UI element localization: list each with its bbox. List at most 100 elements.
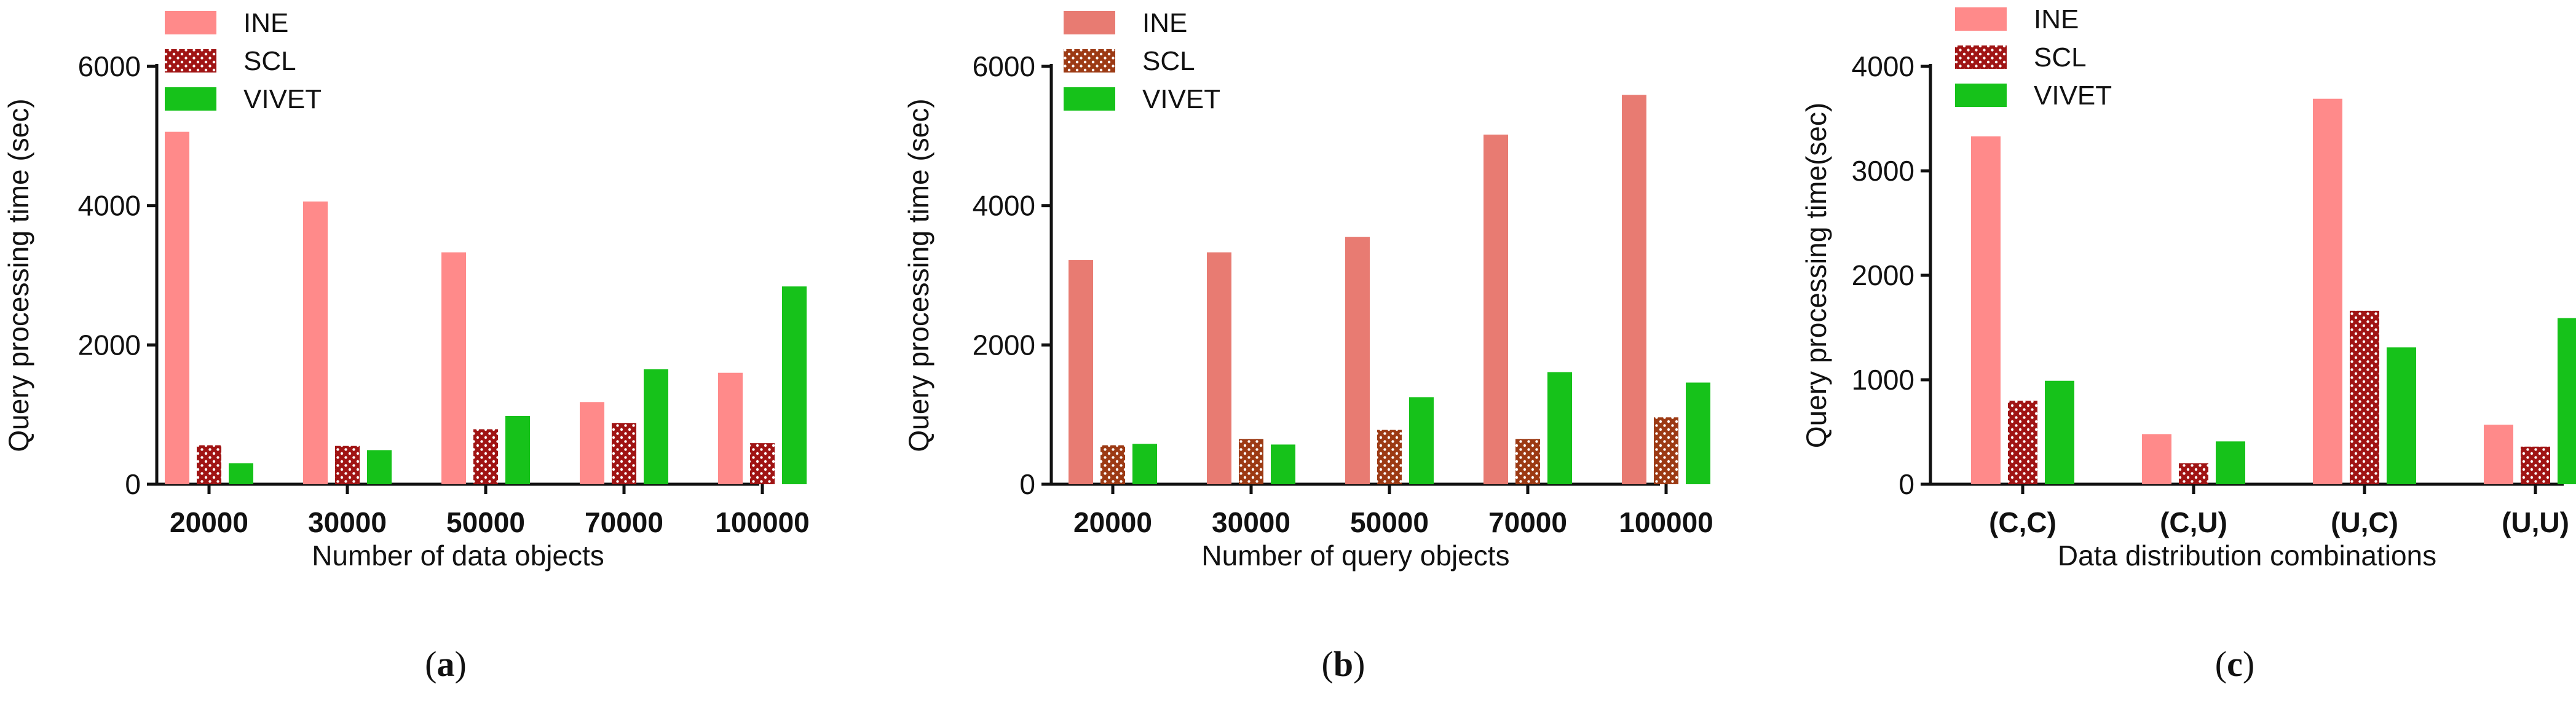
x-tick-label: 20000	[170, 506, 248, 538]
legend-swatch-vivet	[165, 87, 216, 111]
legend-label-vivet: VIVET	[243, 84, 322, 114]
bar-vivet-1	[367, 450, 392, 484]
y-tick-label: 0	[125, 468, 141, 500]
x-tick-label: 50000	[1350, 506, 1429, 538]
legend-label-vivet: VIVET	[1142, 84, 1220, 114]
bar-ine-2	[1345, 237, 1370, 484]
x-axis-title: Data distribution combinations	[2058, 540, 2436, 571]
bar-vivet-2	[1409, 397, 1434, 484]
chart-panel-a: 0 2000 4000 6000 20000 30000 50000 70000 100000 N…	[2, 8, 810, 684]
bar-scl-4	[750, 443, 775, 484]
bar-ine-1	[303, 201, 328, 484]
bar-scl-0	[1100, 445, 1125, 484]
legend-swatch-ine	[165, 11, 216, 34]
x-axis-title: Number of query objects	[1201, 540, 1509, 571]
bar-scl-2	[473, 429, 498, 484]
y-tick-label: 2000	[973, 329, 1035, 361]
bar-vivet-2	[2387, 347, 2416, 484]
bar-ine-3	[580, 402, 604, 484]
bar-vivet-3	[644, 369, 668, 484]
bar-ine-0	[1971, 136, 2001, 484]
y-tick-label: 4000	[1852, 50, 1914, 82]
bar-scl-3	[2521, 446, 2550, 484]
bar-vivet-3	[2558, 318, 2576, 484]
bar-vivet-1	[1271, 444, 1295, 484]
legend-swatch-scl	[1064, 49, 1115, 73]
bar-ine-0	[1069, 260, 1093, 484]
x-tick-label: 30000	[1212, 506, 1290, 538]
x-tick-label: 70000	[585, 506, 663, 538]
bar-ine-2	[2313, 98, 2342, 484]
bar-ine-1	[2142, 434, 2171, 484]
bar-vivet-2	[505, 415, 530, 484]
y-axis-title: Query processing time(sec)	[1800, 103, 1832, 448]
panel-label: (b)	[1322, 644, 1365, 684]
panel-label: (c)	[2215, 644, 2254, 684]
y-tick-label: 6000	[78, 50, 141, 82]
panel-label: (a)	[425, 644, 467, 684]
bar-scl-1	[2179, 463, 2208, 484]
bar-ine-3	[1484, 135, 1508, 485]
y-tick-label: 4000	[973, 190, 1035, 222]
x-tick-label: (U,U)	[2502, 506, 2569, 538]
bar-scl-4	[1654, 417, 1678, 484]
bar-ine-4	[718, 372, 743, 484]
bar-vivet-1	[2216, 441, 2245, 484]
y-tick-label: 0	[1019, 468, 1035, 500]
bar-scl-3	[1515, 439, 1540, 484]
x-tick-label: 30000	[308, 506, 387, 538]
bar-ine-2	[441, 252, 466, 484]
bar-ine-0	[165, 132, 189, 485]
bar-vivet-0	[2045, 380, 2074, 484]
x-axis-title: Number of data objects	[312, 540, 604, 571]
bar-scl-3	[612, 423, 636, 484]
x-tick-label: (C,U)	[2160, 506, 2227, 538]
bar-ine-4	[1622, 95, 1646, 484]
y-tick-label: 2000	[78, 329, 141, 361]
bar-scl-0	[2008, 401, 2037, 484]
bar-scl-1	[335, 446, 360, 484]
legend-label-ine: INE	[243, 8, 288, 38]
y-tick-label: 2000	[1852, 259, 1914, 291]
legend-label-scl: SCL	[2034, 42, 2087, 73]
legend-swatch-vivet	[1064, 87, 1115, 111]
bar-vivet-0	[229, 463, 253, 484]
legend-label-vivet: VIVET	[2034, 81, 2112, 111]
bar-vivet-0	[1132, 444, 1157, 484]
legend-label-scl: SCL	[243, 46, 296, 76]
y-axis-title: Query processing time (sec)	[903, 98, 934, 452]
bar-vivet-4	[1686, 382, 1710, 484]
x-tick-label: (C,C)	[1989, 506, 2056, 538]
bar-ine-1	[1207, 252, 1231, 484]
legend-label-ine: INE	[2034, 4, 2079, 34]
bar-ine-3	[2484, 425, 2513, 484]
legend-swatch-scl	[165, 49, 216, 73]
bar-scl-1	[1239, 439, 1263, 484]
y-tick-label: 6000	[973, 50, 1035, 82]
x-tick-label: 20000	[1073, 506, 1152, 538]
x-tick-label: 50000	[446, 506, 525, 538]
legend-swatch-ine	[1064, 11, 1115, 34]
y-tick-label: 0	[1898, 468, 1914, 500]
bar-vivet-3	[1547, 372, 1572, 484]
legend-swatch-vivet	[1955, 84, 2007, 107]
x-tick-label: (U,C)	[2331, 506, 2398, 538]
y-tick-label: 1000	[1852, 364, 1914, 396]
bar-scl-2	[1377, 430, 1402, 484]
legend-swatch-ine	[1955, 7, 2007, 31]
bar-scl-2	[2350, 310, 2379, 484]
x-tick-label: 70000	[1488, 506, 1567, 538]
chart-panel-b: 0 2000 4000 6000 20000 30000 50000 70000 100000 N…	[903, 8, 1713, 684]
x-tick-label: 100000	[1619, 506, 1713, 538]
chart-panel-c: 0 1000 2000 3000 4000 (C,C) (C,U) (U,C) (U,U) Dat…	[1800, 4, 2576, 684]
bar-scl-0	[197, 445, 221, 484]
bar-vivet-4	[782, 286, 807, 484]
legend-label-scl: SCL	[1142, 46, 1195, 76]
x-tick-label: 100000	[715, 506, 810, 538]
y-tick-label: 3000	[1852, 155, 1914, 187]
legend-swatch-scl	[1955, 45, 2007, 69]
y-axis-title: Query processing time (sec)	[2, 98, 34, 452]
legend-label-ine: INE	[1142, 8, 1187, 38]
y-tick-label: 4000	[78, 190, 141, 222]
